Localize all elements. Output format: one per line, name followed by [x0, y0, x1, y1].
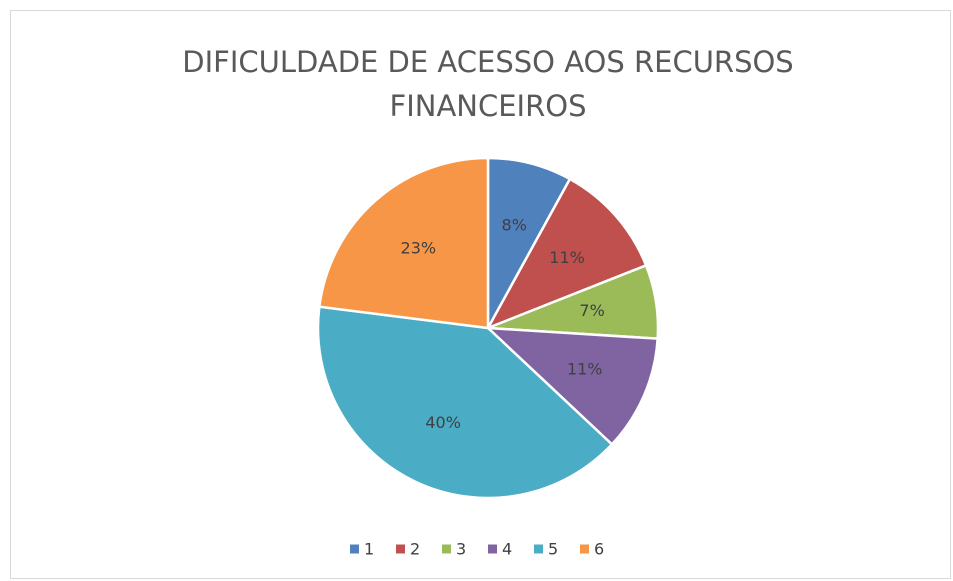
- data-label: 40%: [425, 413, 461, 432]
- legend-swatch: [488, 544, 497, 554]
- legend-label: 1: [364, 540, 374, 559]
- legend-label: 5: [548, 540, 558, 559]
- pie-slice: [316, 305, 614, 500]
- data-label: 7%: [579, 301, 604, 320]
- legend-label: 3: [456, 540, 466, 559]
- data-label: 23%: [401, 238, 437, 257]
- pie-slice: [485, 177, 648, 331]
- chart-frame: [10, 10, 951, 579]
- legend-swatch: [350, 544, 359, 554]
- pie-slice: [317, 156, 490, 330]
- data-label: 11%: [567, 359, 603, 378]
- data-label: 11%: [549, 248, 585, 267]
- legend-swatch: [442, 544, 451, 554]
- pie-slice: [484, 326, 659, 447]
- legend-swatch: [534, 544, 543, 554]
- legend-swatch: [580, 544, 589, 554]
- legend-swatch: [396, 544, 405, 554]
- legend-label: 4: [502, 540, 512, 559]
- data-label: 8%: [502, 215, 527, 234]
- chart-title: DIFICULDADE DE ACESSO AOS RECURSOS FINAN…: [182, 45, 794, 123]
- legend-label: 6: [594, 540, 604, 559]
- legend-label: 2: [410, 540, 420, 559]
